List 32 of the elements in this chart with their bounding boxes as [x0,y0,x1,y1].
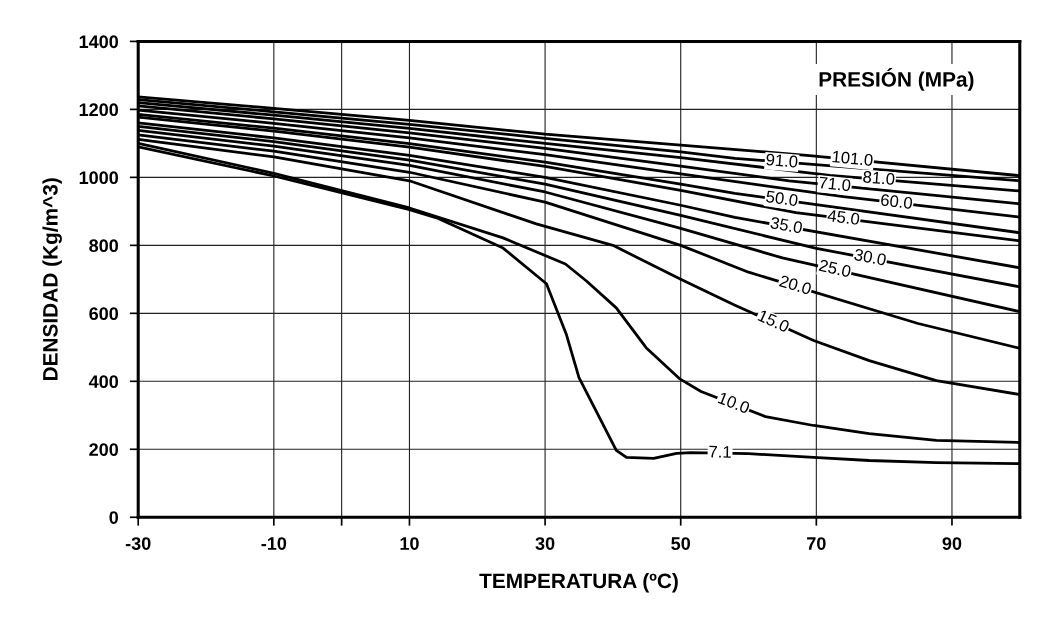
y-tick-label: 400 [88,375,119,389]
x-tick-label: 90 [942,537,962,550]
x-tick-label: 30 [535,537,555,550]
text: 20.0 [778,274,812,296]
text: 50.0 [765,190,799,207]
series-label: 7.1 [709,445,731,458]
text: 30.0 [853,248,887,266]
y-axis-title: DENSIDAD (Kg/m^3) [42,178,62,381]
text: 101.0 [832,150,874,167]
text: 35.0 [770,216,803,234]
text: 71.0 [818,176,851,192]
series-label: 81.0 [862,170,895,186]
x-tick-label: -30 [125,537,151,550]
y-tick-label: 1400 [79,35,119,49]
series-label: 91.0 [766,153,798,168]
y-tick-label: 200 [89,443,119,457]
x-tick-label: 10 [400,537,419,550]
text: 45.0 [827,209,860,226]
x-axis-title: TEMPERATURA (ºC) [479,572,678,593]
x-tick-label: 70 [807,537,826,550]
x-tick-label: 50 [671,537,691,550]
text: 60.0 [880,193,913,210]
y-tick-label: 1200 [79,103,119,117]
y-tick-label: 1000 [79,171,119,185]
text: 10.0 [717,391,751,414]
annotation: PRESIÓN (MPa) [819,68,974,91]
x-tick-label: -10 [261,537,287,550]
text: 25.0 [818,259,852,278]
text: 15.0 [757,309,791,333]
y-tick-label: 600 [89,307,119,321]
y-tick-label: 0 [109,511,119,524]
y-tick-label: 800 [89,239,119,253]
